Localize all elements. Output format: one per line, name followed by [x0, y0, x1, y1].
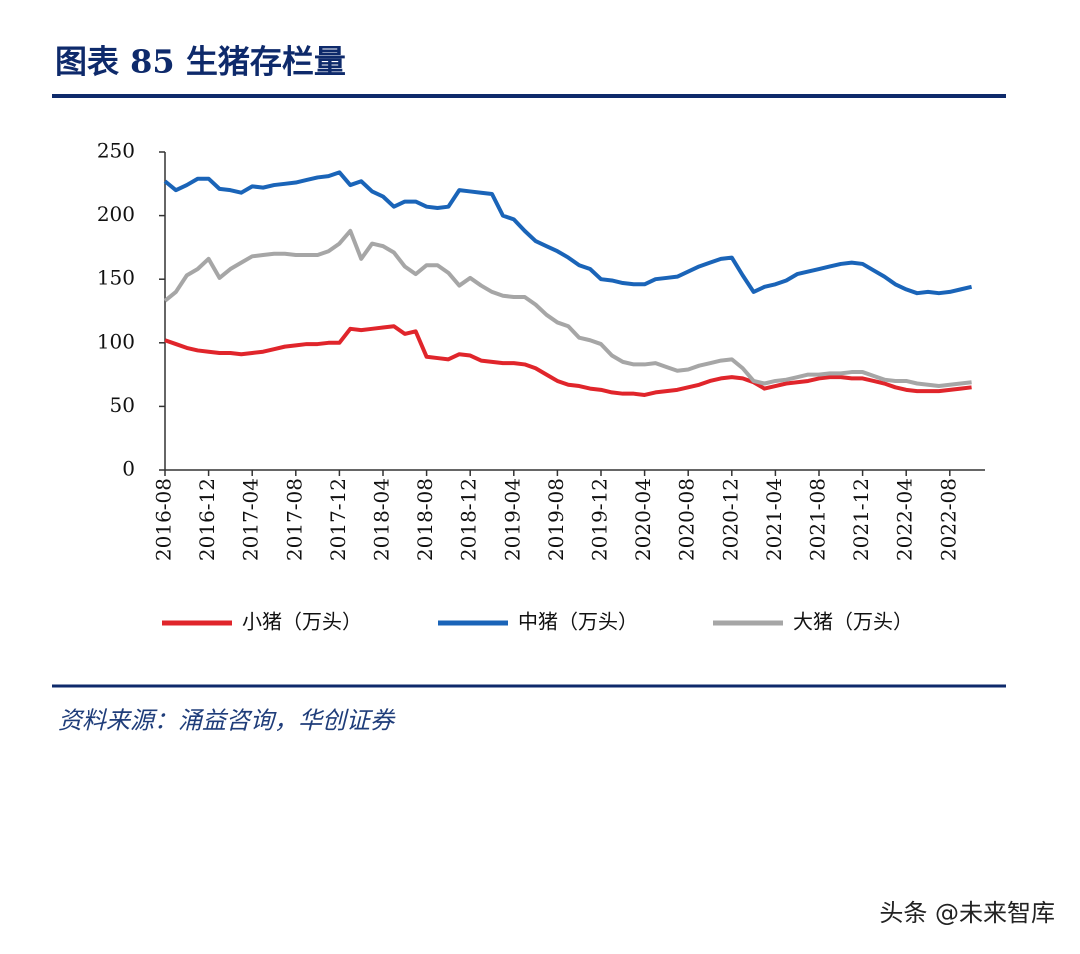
- x-tick-label: 2018-12: [457, 478, 481, 561]
- x-tick-label: 2018-08: [413, 478, 437, 561]
- x-tick-label: 2021-12: [849, 478, 873, 561]
- y-tick-label: 50: [110, 393, 135, 417]
- y-tick-label: 100: [97, 329, 135, 353]
- watermark: 头条 @未来智库: [879, 899, 1055, 927]
- x-tick-label: 2017-12: [326, 478, 350, 561]
- legend-label: 小猪（万头）: [242, 610, 362, 634]
- x-tick-label: 2017-04: [239, 478, 263, 561]
- x-tick-label: 2016-08: [152, 478, 176, 561]
- y-tick-label: 0: [122, 457, 135, 481]
- x-tick-label: 2016-12: [195, 478, 219, 561]
- y-tick-label: 250: [97, 139, 135, 163]
- y-tick-label: 150: [97, 266, 135, 290]
- x-tick-label: 2021-08: [806, 478, 830, 561]
- series-line: [164, 324, 972, 397]
- x-tick-label: 2019-12: [588, 478, 612, 561]
- x-tick-label: 2020-04: [631, 478, 655, 561]
- x-tick-label: 2018-04: [370, 478, 394, 561]
- x-tick-label: 2017-08: [282, 478, 306, 561]
- series-line: [163, 228, 972, 389]
- legend-label: 大猪（万头）: [793, 610, 913, 634]
- x-tick-label: 2020-08: [675, 478, 699, 561]
- chart-title: 图表 85 生猪存栏量: [55, 43, 346, 81]
- x-tick-label: 2022-04: [893, 478, 917, 561]
- x-tick-label: 2021-04: [762, 478, 786, 561]
- x-tick-label: 2020-12: [718, 478, 742, 561]
- source-note: 资料来源：涌益咨询，华创证券: [58, 707, 396, 735]
- x-tick-label: 2019-08: [544, 478, 568, 561]
- y-tick-label: 200: [97, 202, 135, 226]
- series-line: [163, 170, 973, 296]
- legend-label: 中猪（万头）: [518, 610, 638, 634]
- x-tick-label: 2022-08: [936, 478, 960, 561]
- x-tick-label: 2019-04: [500, 478, 524, 561]
